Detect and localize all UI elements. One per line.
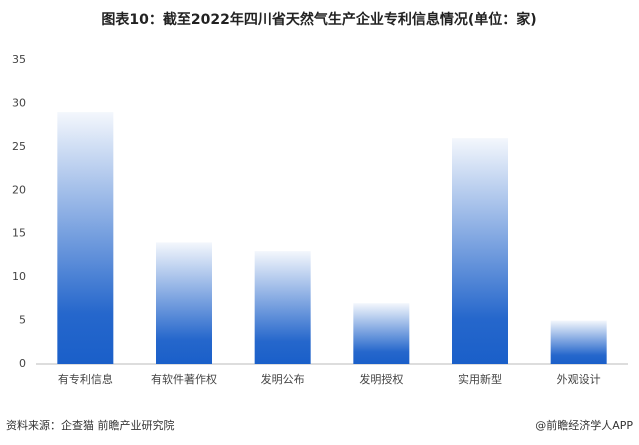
bar — [550, 320, 607, 364]
x-tick-label: 外观设计 — [557, 373, 601, 386]
x-tick-label: 有软件著作权 — [151, 372, 217, 386]
x-tick-label: 发明授权 — [359, 372, 403, 386]
y-tick-label: 5 — [19, 314, 26, 327]
y-tick-label: 0 — [19, 357, 26, 370]
y-tick-label: 30 — [12, 96, 26, 109]
y-tick-label: 10 — [12, 270, 26, 283]
bar — [254, 251, 311, 364]
x-tick-label: 有专利信息 — [58, 372, 113, 386]
x-tick-label: 实用新型 — [458, 372, 502, 386]
y-tick-label: 20 — [12, 183, 26, 196]
y-tick-label: 35 — [12, 53, 26, 66]
bar — [156, 242, 212, 364]
credit: @前瞻经济学人APP — [535, 418, 633, 432]
bar — [353, 303, 410, 364]
bar — [57, 112, 114, 364]
x-tick-label: 发明公布 — [261, 372, 305, 386]
chart-title: 图表10：截至2022年四川省天然气生产企业专利信息情况(单位：家) — [101, 11, 536, 28]
source: 资料来源：企查猫 前瞻产业研究院 — [6, 418, 175, 432]
y-tick-label: 15 — [12, 227, 26, 240]
y-tick-label: 25 — [12, 140, 26, 153]
bar — [452, 138, 508, 364]
